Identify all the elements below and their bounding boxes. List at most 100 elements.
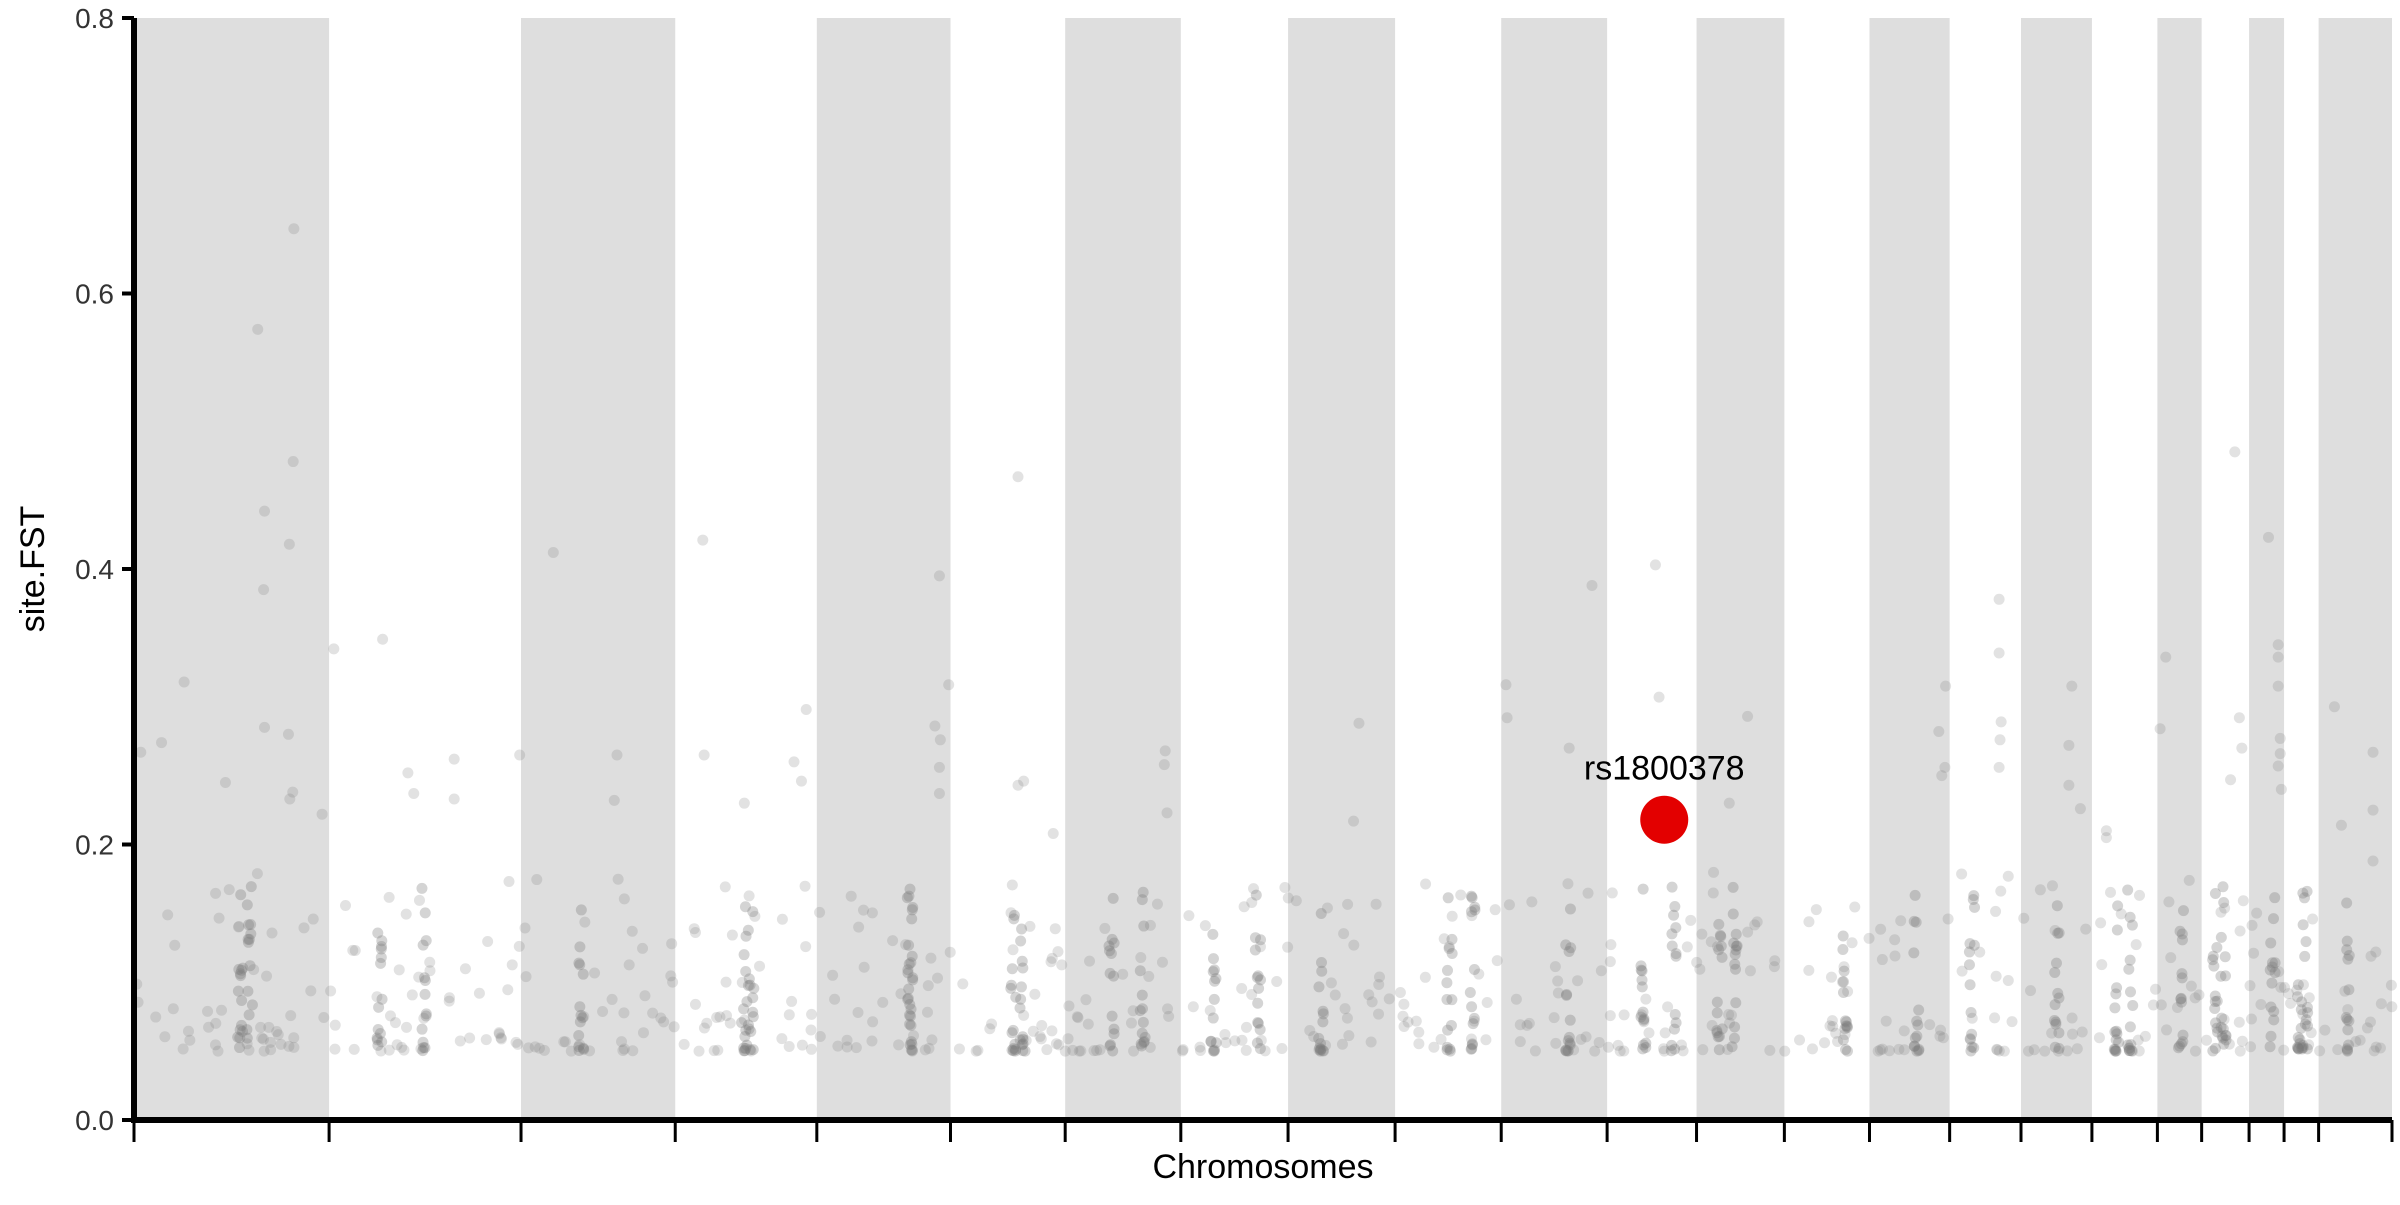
snp-point <box>2176 928 2188 940</box>
snp-point <box>742 924 754 936</box>
snp-point <box>688 923 700 935</box>
snp-point <box>573 957 585 969</box>
snp-point <box>2002 975 2014 987</box>
snp-point <box>1443 941 1455 953</box>
snp-point <box>1017 1031 1029 1043</box>
snp-point <box>1251 971 1263 983</box>
snp-point <box>1742 710 1754 722</box>
snp-point <box>1082 1018 1094 1030</box>
snp-point <box>578 1011 590 1023</box>
snp-point <box>2274 748 2286 760</box>
snp-point <box>2100 825 2112 837</box>
snp-point <box>1839 1015 1851 1027</box>
chromosome-bands <box>134 18 2392 1120</box>
snp-point <box>1895 915 1907 927</box>
snp-point <box>953 1043 965 1055</box>
snp-point <box>2296 996 2308 1008</box>
snp-point <box>697 534 709 546</box>
snp-point <box>2066 1012 2078 1024</box>
snp-point <box>1876 1043 1888 1055</box>
snp-point <box>1565 942 1577 954</box>
snp-point <box>1046 952 1058 964</box>
snp-point <box>922 980 934 992</box>
snp-point <box>384 1010 396 1022</box>
snp-point <box>906 950 918 962</box>
snp-point <box>1837 930 1849 942</box>
snp-point <box>1006 879 1018 891</box>
snp-point <box>1636 974 1648 986</box>
snp-point <box>513 940 525 952</box>
snp-point <box>1827 1021 1839 1033</box>
snp-point <box>1466 910 1478 922</box>
snp-point <box>219 777 231 789</box>
snp-point <box>867 1016 879 1028</box>
snp-point <box>2354 1034 2366 1046</box>
snp-point <box>2125 986 2137 998</box>
snp-point <box>1250 889 1262 901</box>
snp-point <box>418 1012 430 1024</box>
snp-point <box>1249 944 1261 956</box>
snp-point <box>1561 989 1573 1001</box>
snp-point <box>1008 913 1020 925</box>
snp-point <box>2300 1014 2312 1026</box>
snp-point <box>1913 1004 1925 1016</box>
snp-point <box>241 1024 253 1036</box>
snp-point <box>1837 987 1849 999</box>
snp-point <box>373 1001 385 1013</box>
snp-point <box>1177 1044 1189 1056</box>
snp-point <box>1208 964 1220 976</box>
snp-point <box>480 1034 492 1046</box>
snp-point <box>1974 946 1986 958</box>
snp-point <box>2093 1032 2105 1044</box>
snp-point <box>372 1023 384 1035</box>
snp-point <box>2269 957 2281 969</box>
snp-point <box>972 1044 984 1056</box>
snp-point <box>1730 944 1742 956</box>
snp-point <box>1007 944 1019 956</box>
snp-point <box>401 1021 413 1033</box>
snp-point <box>1205 1036 1217 1048</box>
snp-point <box>251 868 263 880</box>
snp-point <box>2132 1034 2144 1046</box>
snp-point <box>288 223 300 235</box>
snp-point <box>893 1039 905 1051</box>
snp-point <box>970 1045 982 1057</box>
snp-point <box>2126 1045 2138 1057</box>
snp-point <box>1993 647 2005 659</box>
snp-point <box>903 890 915 902</box>
snp-point <box>2361 1022 2373 1034</box>
snp-point <box>887 935 899 947</box>
snp-point <box>1837 1034 1849 1046</box>
snp-point <box>2110 1045 2122 1057</box>
highlighted-snp-point[interactable] <box>1640 795 1689 844</box>
snp-point <box>1575 1033 1587 1045</box>
snp-point <box>2177 1036 2189 1048</box>
snp-point <box>2292 1042 2304 1054</box>
snp-point <box>1010 1044 1022 1056</box>
snp-point <box>1035 1033 1047 1045</box>
snp-point <box>845 890 857 902</box>
snp-point <box>1252 970 1264 982</box>
snp-point <box>2209 1042 2221 1054</box>
snp-point <box>2341 935 2353 947</box>
snp-point <box>1503 899 1515 911</box>
snp-point <box>2123 1042 2135 1054</box>
snp-point <box>2133 889 2145 901</box>
snp-point <box>244 960 256 972</box>
snp-point <box>1136 1027 1148 1039</box>
snp-point <box>2223 1038 2235 1050</box>
snp-point <box>2189 1045 2201 1057</box>
snp-point <box>747 1044 759 1056</box>
snp-point <box>2002 870 2014 882</box>
snp-point <box>574 1001 586 1013</box>
snp-point <box>1163 1010 1175 1022</box>
y-tick-label: 0.8 <box>75 3 114 34</box>
snp-point <box>738 949 750 961</box>
snp-point <box>933 570 945 582</box>
snp-point <box>574 959 586 971</box>
snp-point <box>1468 1012 1480 1024</box>
snp-point <box>234 968 246 980</box>
snp-point <box>1669 1043 1681 1055</box>
snp-point <box>2342 1039 2354 1051</box>
snp-point <box>1008 909 1020 921</box>
